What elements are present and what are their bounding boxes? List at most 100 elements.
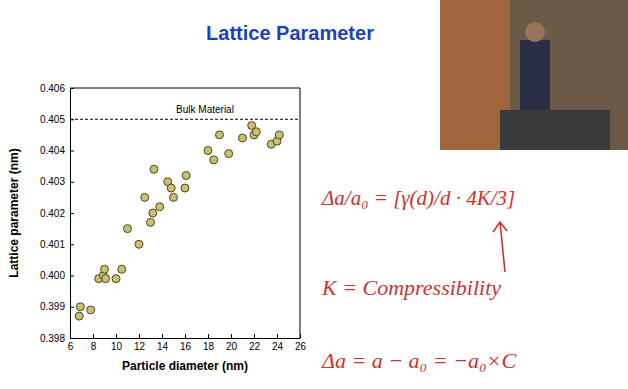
video-head: [525, 22, 545, 42]
y-tick: 0.403: [40, 176, 74, 187]
point: [167, 184, 175, 192]
point: [210, 156, 218, 164]
handwritten-note: Δa/a₀ = [γ(d)/d · 4K/3]: [321, 186, 515, 210]
y-tick-label: 0.405: [40, 114, 65, 125]
y-tick-mark: [70, 182, 74, 183]
video-wall: [440, 0, 510, 150]
x-tick: 8: [91, 334, 97, 352]
y-tick-mark: [70, 88, 74, 89]
x-tick-mark: [116, 334, 117, 338]
x-tick: 16: [180, 334, 192, 352]
point: [147, 218, 155, 226]
y-axis: 0.398 0.399 0.400 0.401 0.402 0.403 0.404 0.405…: [40, 83, 74, 344]
y-tick: 0.400: [40, 270, 74, 281]
x-tick-mark: [139, 334, 140, 338]
point: [204, 147, 212, 155]
y-tick-label: 0.401: [40, 239, 65, 250]
y-tick: 0.404: [40, 145, 74, 156]
x-tick: 24: [272, 334, 284, 352]
y-tick-mark: [70, 276, 74, 277]
y-tick-mark: [70, 338, 74, 339]
point: [141, 193, 149, 201]
point: [118, 265, 126, 273]
point: [239, 134, 247, 142]
point: [135, 240, 143, 248]
x-tick: 22: [249, 334, 261, 352]
x-tick-mark: [231, 334, 232, 338]
y-tick-label: 0.403: [40, 176, 65, 187]
x-tick-label: 18: [203, 341, 215, 352]
point: [87, 306, 95, 314]
y-tick: 0.402: [40, 208, 74, 219]
x-tick-label: 24: [272, 341, 284, 352]
x-tick: 14: [157, 334, 169, 352]
point: [252, 128, 260, 136]
x-tick-label: 22: [249, 341, 261, 352]
point: [102, 275, 110, 283]
point: [225, 150, 233, 158]
y-tick: 0.398: [40, 333, 74, 344]
x-axis-line: [71, 338, 301, 339]
x-tick-label: 20: [226, 341, 238, 352]
y-tick-mark: [70, 151, 74, 152]
point: [156, 203, 164, 211]
x-tick-label: 16: [180, 341, 192, 352]
x-tick-mark: [162, 334, 163, 338]
x-tick-mark: [185, 334, 186, 338]
y-tick: 0.406: [40, 83, 74, 94]
point: [101, 265, 109, 273]
x-axis: 6 8 10 12 14 16 18 20 22 24 26: [68, 334, 307, 352]
handwritten-note: K = Compressibility: [321, 275, 501, 300]
y-axis-label: Lattice parameter (nm): [7, 148, 21, 277]
y-tick-mark: [70, 307, 74, 308]
point: [76, 303, 84, 311]
x-tick-label: 12: [134, 341, 146, 352]
handwritten-arrow: [493, 222, 507, 272]
frame-top: [70, 88, 300, 89]
y-tick-label: 0.398: [40, 333, 65, 344]
x-tick-label: 26: [295, 341, 307, 352]
point: [182, 172, 190, 180]
y-tick-label: 0.400: [40, 270, 65, 281]
handwritten-note: Δa = a − a₀ = −a₀×C: [321, 348, 516, 373]
y-tick-label: 0.399: [40, 301, 65, 312]
point: [150, 165, 158, 173]
x-tick: 10: [111, 334, 123, 352]
plot-area: [70, 119, 300, 320]
x-tick-label: 10: [111, 341, 123, 352]
x-tick: 18: [203, 334, 215, 352]
point: [216, 131, 224, 139]
background: [0, 0, 628, 389]
title: Lattice Parameter: [206, 22, 374, 44]
x-tick: 20: [226, 334, 238, 352]
x-tick-label: 6: [68, 341, 74, 352]
x-tick-mark: [93, 334, 94, 338]
x-tick-mark: [254, 334, 255, 338]
x-tick: 12: [134, 334, 146, 352]
video-desk: [500, 110, 610, 150]
y-tick: 0.399: [40, 301, 74, 312]
video-frame: [440, 0, 628, 150]
reference-line: [70, 119, 300, 120]
y-tick: 0.405: [40, 114, 74, 125]
y-tick-mark: [70, 244, 74, 245]
point: [75, 312, 83, 320]
x-tick: 26: [295, 334, 307, 352]
point: [112, 275, 120, 283]
x-tick-label: 8: [91, 341, 97, 352]
x-tick-mark: [277, 334, 278, 338]
point: [149, 209, 157, 217]
point: [181, 184, 189, 192]
reference-label: Bulk Material: [176, 104, 234, 115]
frame-right: [300, 88, 301, 338]
y-tick-mark: [70, 213, 74, 214]
x-tick-mark: [208, 334, 209, 338]
y-tick-label: 0.402: [40, 208, 65, 219]
y-tick: 0.401: [40, 239, 74, 250]
x-tick-label: 14: [157, 341, 169, 352]
y-tick-label: 0.404: [40, 145, 65, 156]
y-tick-label: 0.406: [40, 83, 65, 94]
video-inset: [440, 0, 628, 150]
point: [124, 225, 132, 233]
x-tick-mark: [300, 334, 301, 338]
